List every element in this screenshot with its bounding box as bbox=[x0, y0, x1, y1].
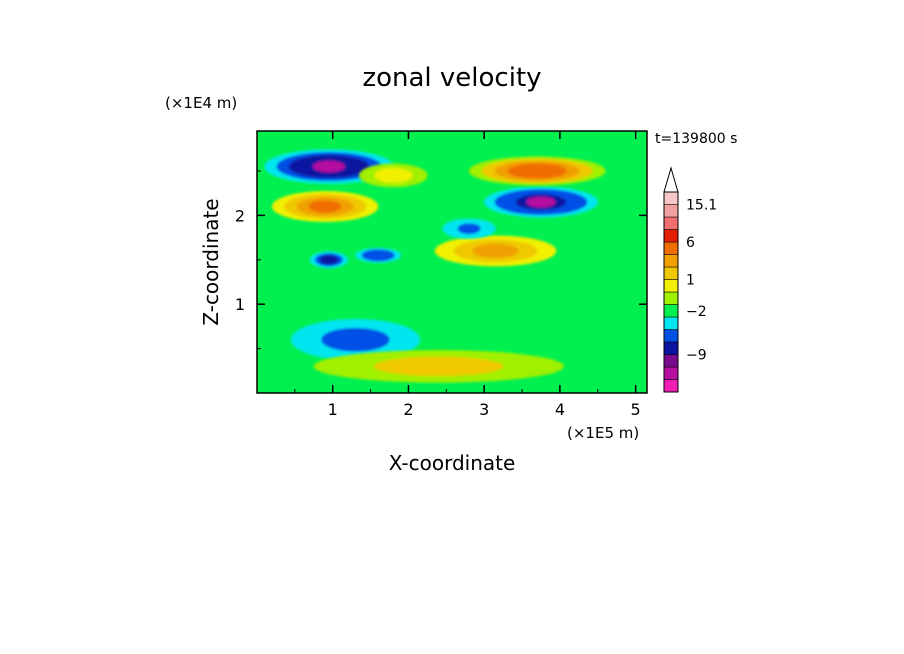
field-blob bbox=[483, 186, 598, 218]
field-contour bbox=[374, 167, 413, 183]
field-blob bbox=[442, 218, 496, 239]
colorbar-swatch bbox=[663, 379, 679, 393]
colorbar-swatch bbox=[663, 366, 679, 380]
colorbar-label: 1 bbox=[686, 273, 695, 289]
colorbar-swatch bbox=[663, 216, 679, 230]
colorbar-max-arrow bbox=[663, 166, 679, 193]
y-tick-label: 1 bbox=[235, 295, 245, 314]
field-blob bbox=[309, 251, 349, 269]
field-blob bbox=[434, 235, 557, 267]
colorbar-frame bbox=[663, 191, 679, 393]
field-contour bbox=[321, 327, 390, 352]
field-blob bbox=[355, 247, 402, 263]
y-axis-label: Z-coordinate bbox=[199, 198, 223, 325]
y-unit-label: (×1E4 m) bbox=[165, 94, 237, 112]
x-tick-label: 4 bbox=[555, 400, 565, 419]
field-contour bbox=[312, 160, 346, 173]
field-contour bbox=[319, 255, 338, 265]
colorbar: 15.1 6 1 −2 −9 bbox=[663, 166, 717, 393]
x-tick-label: 2 bbox=[403, 400, 413, 419]
colorbar-swatch bbox=[663, 329, 679, 343]
colorbar-swatch bbox=[663, 266, 679, 280]
field-contour bbox=[457, 223, 481, 235]
field-contour bbox=[526, 196, 556, 208]
colorbar-swatch bbox=[663, 354, 679, 368]
field-contour bbox=[520, 165, 555, 177]
field-blob bbox=[271, 191, 379, 222]
colorbar-label: 6 bbox=[686, 235, 695, 251]
colorbar-label: −9 bbox=[686, 348, 707, 364]
plot-area bbox=[257, 131, 647, 393]
field-contour bbox=[374, 356, 504, 377]
field-blob bbox=[359, 163, 428, 188]
x-axis: 1 2 3 4 5 bbox=[294, 131, 641, 419]
plot-frame bbox=[256, 130, 648, 394]
x-tick-label: 3 bbox=[479, 400, 489, 419]
colorbar-swatch bbox=[663, 316, 679, 330]
colorbar-swatch bbox=[663, 191, 679, 205]
x-unit-label: (×1E5 m) bbox=[567, 424, 639, 442]
colorbar-label: −2 bbox=[686, 304, 707, 320]
colorbar-swatch bbox=[663, 291, 679, 305]
chart-title: zonal velocity bbox=[362, 63, 541, 93]
colorbar-swatch bbox=[663, 229, 679, 243]
field-contour bbox=[367, 250, 389, 260]
field-blob bbox=[313, 350, 564, 383]
y-tick-label: 2 bbox=[235, 206, 245, 225]
field-contour bbox=[308, 200, 342, 213]
colorbar-swatch bbox=[663, 204, 679, 218]
colorbar-swatch bbox=[663, 279, 679, 293]
field-blob bbox=[290, 318, 421, 361]
colorbar-label: 15.1 bbox=[686, 198, 717, 214]
y-axis: 12 bbox=[235, 170, 647, 350]
x-tick-label: 1 bbox=[328, 400, 338, 419]
x-tick-label: 5 bbox=[631, 400, 641, 419]
field-contour bbox=[472, 243, 519, 259]
field-blob bbox=[468, 156, 606, 186]
time-label: t=139800 s bbox=[655, 131, 737, 147]
colorbar-swatch bbox=[663, 241, 679, 255]
colorbar-swatch bbox=[663, 341, 679, 355]
x-axis-label: X-coordinate bbox=[389, 451, 516, 475]
colorbar-swatch bbox=[663, 304, 679, 318]
colorbar-swatch bbox=[663, 254, 679, 268]
